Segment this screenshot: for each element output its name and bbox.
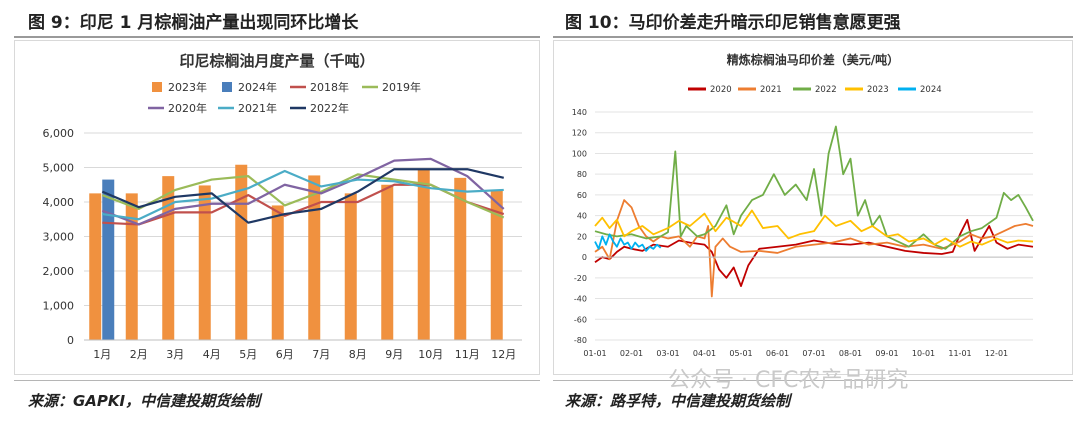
x-tick-label: 01-01 <box>583 349 606 358</box>
bar-2023年-7月 <box>308 175 321 340</box>
y-tick-label: 4,000 <box>43 196 75 209</box>
x-tick-label: 4月 <box>203 348 221 361</box>
figure-9-title-rule <box>14 36 540 38</box>
x-tick-label: 12-01 <box>985 349 1008 358</box>
y-tick-label: -60 <box>574 315 587 324</box>
bar-2023年-9月 <box>381 184 394 340</box>
bar-2023年-1月 <box>89 193 102 340</box>
y-tick-label: 40 <box>577 212 587 221</box>
x-tick-label: 10-01 <box>912 349 935 358</box>
x-tick-label: 3月 <box>166 348 184 361</box>
production-chart-title: 印尼棕榈油月度产量（千吨） <box>179 52 374 70</box>
y-tick-label: 100 <box>572 149 587 158</box>
x-tick-label: 12月 <box>491 348 516 361</box>
figure-10-title-rule <box>553 36 1073 38</box>
legend-label: 2021 <box>760 85 782 95</box>
bar-2023年-12月 <box>490 189 503 340</box>
y-tick-label: 3,000 <box>43 231 75 244</box>
y-tick-label: -40 <box>574 295 587 304</box>
x-tick-label: 7月 <box>312 348 330 361</box>
series-line-2020年 <box>101 157 505 226</box>
x-tick-label: 1月 <box>93 348 111 361</box>
x-tick-label: 09-01 <box>875 349 898 358</box>
series-line-2021年 <box>102 169 504 221</box>
x-tick-label: 8月 <box>349 348 367 361</box>
x-tick-label: 05-01 <box>729 349 752 358</box>
y-tick-label: -20 <box>574 274 587 283</box>
legend-label: 2020 <box>710 85 732 95</box>
legend-label: 2019年 <box>382 80 421 94</box>
x-tick-label: 2月 <box>130 348 148 361</box>
bar-2023年-4月 <box>198 185 211 340</box>
x-tick-label: 5月 <box>239 348 257 361</box>
y-tick-label: -80 <box>574 336 587 345</box>
y-tick-label: 80 <box>577 170 587 179</box>
x-tick-label: 08-01 <box>839 349 862 358</box>
legend-swatch-2024年 <box>222 82 232 92</box>
series-line-2020 <box>594 218 1034 288</box>
legend-label: 2024年 <box>238 80 277 94</box>
x-tick-label: 02-01 <box>620 349 643 358</box>
bar-2023年-10月 <box>417 169 430 340</box>
series-line-2022 <box>594 125 1034 250</box>
right-bottom-rule <box>553 380 1073 381</box>
x-tick-label: 10月 <box>418 348 443 361</box>
series-line-2021 <box>594 199 1034 298</box>
y-tick-label: 140 <box>572 108 587 117</box>
legend-label: 2020年 <box>168 101 207 115</box>
y-tick-label: 0 <box>67 334 74 347</box>
y-tick-label: 5,000 <box>43 162 75 175</box>
bar-2023年-2月 <box>125 193 138 340</box>
price-spread-chart-title: 精炼棕榈油马印价差（美元/吨） <box>727 52 899 67</box>
figure-10-source: 来源：路孚特，中信建投期货绘制 <box>565 392 791 410</box>
y-tick-label: 20 <box>577 232 587 241</box>
bar-2023年-5月 <box>235 164 248 340</box>
series-line-2022年 <box>101 168 505 224</box>
left-bottom-rule <box>14 380 540 381</box>
legend-label: 2023年 <box>168 80 207 94</box>
y-tick-label: 0 <box>582 253 587 262</box>
figure-10-title: 图 10：马印价差走升暗示印尼销售意愿更强 <box>565 13 901 33</box>
series-line-2023 <box>594 209 1034 248</box>
x-tick-label: 9月 <box>385 348 403 361</box>
x-tick-label: 06-01 <box>766 349 789 358</box>
y-tick-label: 1,000 <box>43 300 75 313</box>
x-tick-label: 07-01 <box>802 349 825 358</box>
figure-9-title: 图 9：印尼 1 月棕榈油产量出现同环比增长 <box>28 13 359 33</box>
legend-label: 2022年 <box>310 101 349 115</box>
legend-label: 2021年 <box>238 101 277 115</box>
x-tick-label: 04-01 <box>693 349 716 358</box>
legend-swatch-2023年 <box>152 82 162 92</box>
x-tick-label: 6月 <box>276 348 294 361</box>
legend-label: 2018年 <box>310 80 349 94</box>
bar-2023年-11月 <box>454 177 467 340</box>
price-spread-chart: 精炼棕榈油马印价差（美元/吨） 2020 2021 2022 2023 2024 -80… <box>553 40 1073 375</box>
legend-label: 2023 <box>867 85 889 95</box>
x-tick-label: 11月 <box>455 348 480 361</box>
bar-2023年-8月 <box>344 193 357 340</box>
figure-9-source: 来源：GAPKI，中信建投期货绘制 <box>28 392 261 410</box>
y-tick-label: 60 <box>577 191 587 200</box>
x-tick-label: 03-01 <box>656 349 679 358</box>
y-tick-label: 2,000 <box>43 265 75 278</box>
y-tick-label: 120 <box>572 129 587 138</box>
watermark: 公众号 · CFC农产品研究 <box>668 368 909 393</box>
bar-2023年-6月 <box>271 205 284 340</box>
production-chart: 印尼棕榈油月度产量（千吨） 2023年 2024年 2018年 2019年 2020年 2… <box>14 40 540 375</box>
bar-2023年-3月 <box>162 176 175 340</box>
y-tick-label: 6,000 <box>43 127 75 140</box>
series-line-2019年 <box>101 173 505 219</box>
x-tick-label: 11-01 <box>948 349 971 358</box>
legend-label: 2024 <box>920 85 942 95</box>
legend-label: 2022 <box>815 85 837 95</box>
bar-2024年-1月 <box>102 179 115 340</box>
series-line-2024 <box>594 233 662 252</box>
